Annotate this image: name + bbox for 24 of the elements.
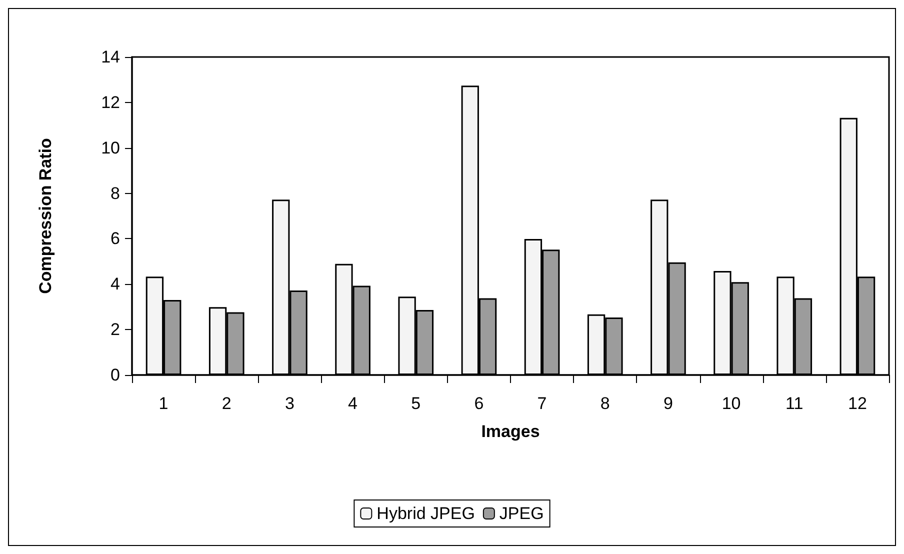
legend-label: Hybrid JPEG [376,504,475,523]
x-tick-label: 9 [663,394,673,413]
y-tick-label: 4 [110,274,120,294]
x-tick-label: 5 [411,394,421,413]
y-tick-label: 8 [110,184,120,203]
legend-label: JPEG [499,504,544,523]
x-tick-label: 11 [786,394,804,413]
x-tick-label: 2 [222,394,232,413]
x-tick-label: 4 [348,394,358,413]
x-tick-label: 12 [848,394,867,413]
x-axis-title: Images [481,422,540,441]
y-tick-label: 0 [110,366,120,384]
x-tick-label: 7 [537,394,547,413]
y-tick-label: 14 [101,48,120,66]
x-tick-label: 1 [158,394,168,413]
x-tick-label: 10 [722,394,741,413]
y-tick-label: 2 [110,320,120,340]
y-axis-title: Compression Ratio [36,138,55,294]
x-tick-label: 3 [284,394,294,413]
y-tick-label: 6 [110,229,120,248]
y-tick-label: 10 [101,138,120,158]
x-tick-label: 6 [474,394,484,413]
y-tick-label: 12 [101,92,120,112]
x-tick-label: 8 [600,394,610,413]
